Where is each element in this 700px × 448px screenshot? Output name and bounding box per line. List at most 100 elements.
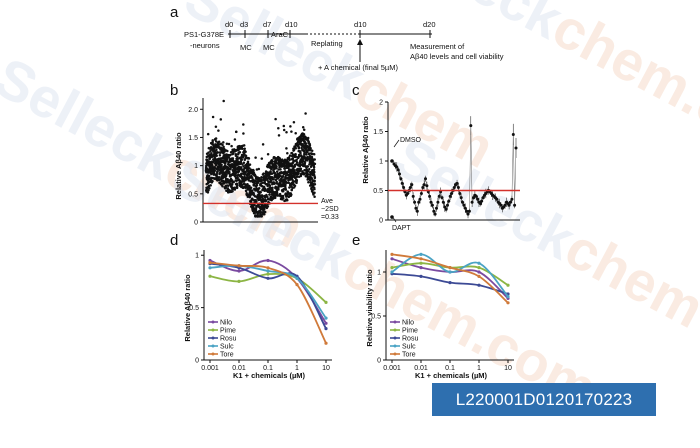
chart-c-point <box>472 196 475 200</box>
chart-b-point <box>290 193 293 196</box>
chart-b-point <box>236 155 239 159</box>
chart-d-legend-marker-rosu <box>211 336 215 340</box>
chart-b-point <box>306 165 310 168</box>
chart-c-point <box>480 199 484 203</box>
chart-b-point <box>260 215 263 218</box>
panel-letter-b: b <box>170 82 179 99</box>
chart-b-point <box>310 149 314 152</box>
chart-b-point <box>303 161 307 165</box>
timeline-mc1: MC <box>240 43 252 52</box>
chart-b-point <box>275 192 279 195</box>
chart-b-ylabel: Relative Aβ40 ratio <box>174 132 183 200</box>
chart-b-point <box>277 188 280 191</box>
chart-d-point-pime <box>208 274 212 278</box>
chart-e-legend-label-pime: Pime <box>402 327 418 334</box>
chart-c-point <box>396 168 400 172</box>
chart-d-point-pime <box>266 272 270 276</box>
chart-c-ylabel: Relative Aβ40 ratio <box>361 116 370 184</box>
chart-b-point <box>220 165 223 169</box>
chart-d-point-nilo <box>237 269 241 273</box>
chart-d-point-pime <box>237 279 241 283</box>
chart-b-point <box>229 151 233 154</box>
panel-letter-d: d <box>170 232 179 249</box>
chart-b-point <box>287 181 290 185</box>
timeline-replating: Replating <box>311 39 343 48</box>
chart-b-point <box>274 178 278 182</box>
chart-c-point <box>510 197 514 201</box>
chart-e-point-pime <box>419 261 423 265</box>
chart-c-point <box>432 209 436 213</box>
chart-e-xtick-label-0: 0.001 <box>383 365 401 372</box>
chart-d-point-tore <box>295 283 299 287</box>
chart-c-point <box>448 194 452 198</box>
chart-b-point <box>313 182 317 186</box>
chart-e-ylabel: Relative viability ratio <box>365 269 374 347</box>
chart-b-point <box>308 143 312 147</box>
chart-b-point <box>313 191 316 195</box>
timeline-chemical: + A chemical (final 5µM) <box>318 63 398 72</box>
chart-b-point <box>313 195 316 198</box>
chart-b-point <box>222 145 225 149</box>
chart-b-point <box>305 153 308 156</box>
chart-b-point <box>231 157 235 160</box>
chart-c-point <box>424 177 427 181</box>
chart-b-ytick-label-2: 1 <box>194 163 198 170</box>
chart-c-point <box>395 165 399 169</box>
chart-c-point <box>474 194 478 198</box>
chart-b-point <box>279 168 282 171</box>
chart-c-point <box>467 209 471 213</box>
chart-b-point <box>307 180 310 184</box>
chart-b-point <box>274 117 277 121</box>
chart-b-point <box>282 128 286 132</box>
chart-b-point <box>294 153 297 156</box>
chart-b-point <box>224 186 228 190</box>
chart-b-point <box>277 168 280 171</box>
chart-b-point <box>290 130 293 133</box>
chart-b-point <box>291 157 295 160</box>
chart-b-point <box>293 169 296 172</box>
chart-e-point-sulc <box>448 270 452 274</box>
chart-e-point-pime <box>390 266 394 270</box>
chart-b-point <box>222 99 225 103</box>
chart-d-legend-marker-nilo <box>211 320 215 324</box>
chart-b-point <box>292 159 295 162</box>
chart-b-point <box>288 158 291 162</box>
chart-e-ytick-label-0: 0 <box>377 358 381 365</box>
chart-b-point <box>282 124 286 128</box>
chart-b-point <box>313 179 316 182</box>
chart-b-point <box>266 205 270 208</box>
chart-c-point <box>462 203 466 207</box>
chart-d-point-pime <box>324 300 328 304</box>
chart-b-point <box>220 163 223 167</box>
chart-b-point <box>261 143 265 146</box>
chart-b-point <box>240 158 244 161</box>
chart-b-point <box>270 172 274 175</box>
chart-b-point <box>305 168 309 172</box>
chart-b-point <box>214 125 218 128</box>
chart-c-point <box>413 200 417 204</box>
chart-b-point <box>246 160 250 163</box>
chart-b-point <box>275 166 278 170</box>
chart-b-point <box>304 142 308 145</box>
chart-b-point <box>257 167 261 171</box>
chart-b-point <box>227 142 231 146</box>
chart-c-point <box>513 203 517 207</box>
chart-b-point <box>295 175 299 178</box>
chart-b-point <box>254 156 257 159</box>
chart-c-point <box>514 146 518 150</box>
catalog-code-badge: L220001D0120170223 <box>432 383 656 416</box>
chart-c-point <box>466 212 470 216</box>
chart-b-point <box>272 178 275 181</box>
timeline-day-d3: d3 <box>240 20 248 29</box>
chart-b-point <box>216 170 219 173</box>
chart-e-point-sulc <box>390 270 394 274</box>
chart-b-point <box>224 162 227 165</box>
chart-d-line: Relative Aβ40 ratio K1 + chemicals (µM) … <box>183 250 332 380</box>
chart-d-xtick-label-1: 0.01 <box>232 365 246 372</box>
chart-b-point <box>221 143 224 147</box>
timeline-arac: AraC <box>271 30 289 39</box>
chart-c-point <box>446 203 449 207</box>
chart-c-point <box>465 209 469 213</box>
timeline-mc2: MC <box>263 43 275 52</box>
chart-b-point <box>215 148 218 152</box>
